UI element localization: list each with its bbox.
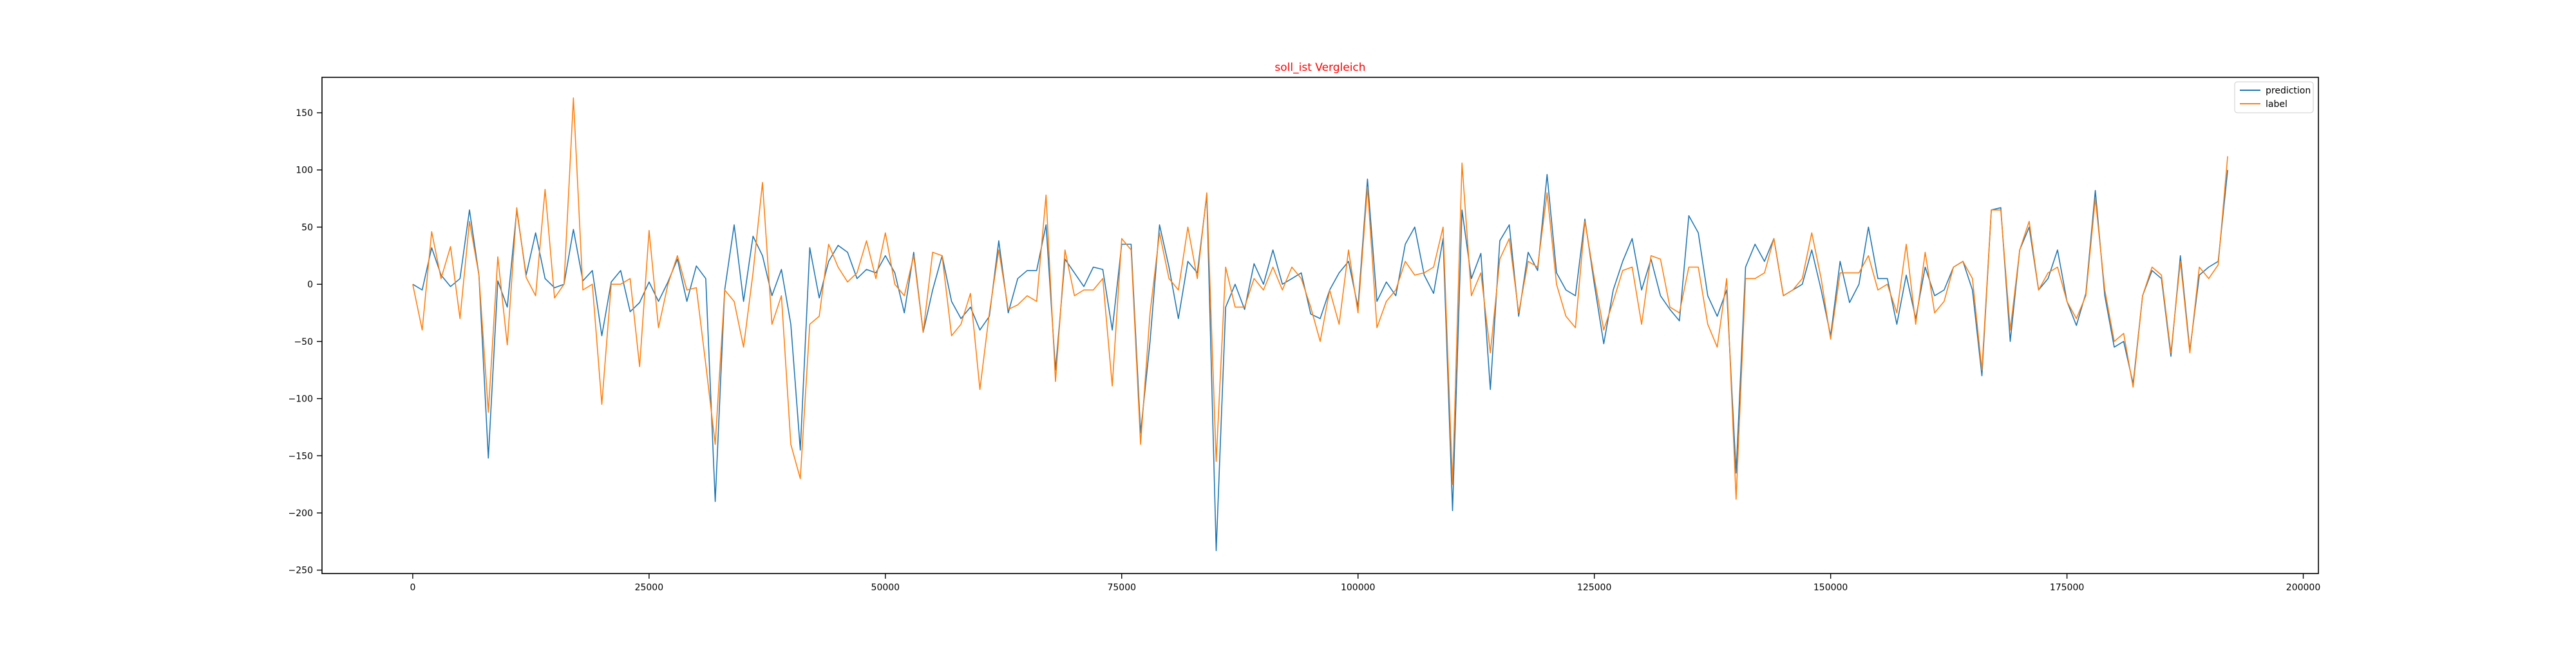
y-axis: −250 −200 −150 −100 −50 0 50 100 150	[289, 108, 322, 576]
y-tick-label: −150	[289, 451, 313, 461]
legend-label-label: label	[2266, 99, 2287, 110]
y-tick-label: −100	[289, 394, 313, 405]
x-tick-label: 175000	[2050, 583, 2084, 593]
x-tick-label: 200000	[2286, 583, 2320, 593]
legend-label-prediction: prediction	[2266, 86, 2311, 96]
x-axis: 0 25000 50000 75000 100000 125000 150000 175000…	[410, 574, 2320, 593]
x-tick-label: 75000	[1107, 583, 1136, 593]
y-tick-label: 50	[301, 222, 313, 233]
y-tick-label: −50	[294, 337, 313, 347]
series-line-prediction	[412, 169, 2228, 552]
x-tick-label: 50000	[871, 583, 900, 593]
x-tick-label: 150000	[1814, 583, 1848, 593]
y-tick-label: −250	[289, 566, 313, 576]
y-tick-label: 150	[296, 108, 313, 119]
plot-frame	[321, 77, 2319, 574]
y-tick-label: 0	[307, 280, 313, 290]
chart-title: soll_ist Vergleich	[1274, 61, 1365, 74]
y-tick-label: 100	[296, 166, 313, 176]
x-tick-label: 25000	[635, 583, 664, 593]
legend: prediction label	[2234, 81, 2314, 113]
series-layer	[412, 97, 2228, 552]
series-line-label	[412, 97, 2228, 500]
x-tick-label: 0	[410, 583, 415, 593]
x-tick-label: 100000	[1341, 583, 1375, 593]
y-tick-label: −200	[289, 508, 313, 519]
x-tick-label: 125000	[1577, 583, 1611, 593]
